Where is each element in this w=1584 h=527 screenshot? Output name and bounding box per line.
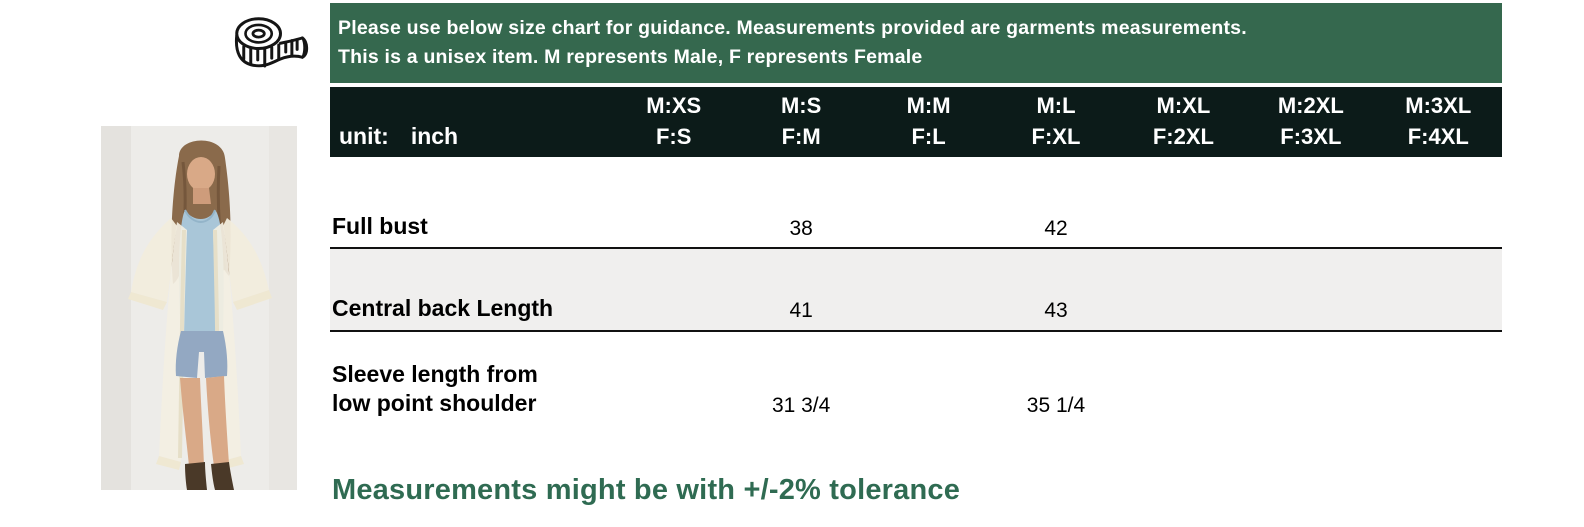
row-label: Central back Length <box>332 295 554 321</box>
size-col-xl: M:XL F:2XL <box>1120 87 1247 157</box>
table-row-full-bust: Full bust 38 42 <box>330 157 1502 249</box>
size-female-label: F:M <box>781 124 821 149</box>
row-label: Sleeve length from low point shoulder <box>330 360 610 418</box>
size-male-label: M:L <box>1036 93 1076 118</box>
size-col-m: M:M F:L <box>865 87 992 157</box>
size-male-label: M:S <box>780 93 822 118</box>
product-photo <box>101 126 297 490</box>
size-female-label: F:S <box>655 124 692 149</box>
size-col-l: M:L F:XL <box>992 87 1119 157</box>
size-col-s: M:S F:M <box>737 87 864 157</box>
cell-value: 41 <box>789 299 813 322</box>
size-col-xs: M:XS F:S <box>610 87 737 157</box>
model-illustration <box>128 140 272 490</box>
size-male-label: M:3XL <box>1405 93 1472 118</box>
row-label: Full bust <box>332 213 428 239</box>
banner-line1: Please use below size chart for guidance… <box>338 17 1247 39</box>
banner-line2: This is a unisex item. M represents Male… <box>338 46 923 68</box>
cell-value: 31 3/4 <box>771 394 831 417</box>
row-label-line2: low point shoulder <box>332 390 537 416</box>
cell-value: 38 <box>789 217 813 240</box>
cell-value: 43 <box>1044 299 1068 322</box>
size-col-3xl: M:3XL F:4XL <box>1375 87 1502 157</box>
unit-value: inch <box>410 123 459 149</box>
table-row-sleeve-length: Sleeve length from low point shoulder 31… <box>330 350 1502 422</box>
size-female-label: F:2XL <box>1152 124 1214 149</box>
table-row-central-back-length: Central back Length 41 43 <box>330 249 1502 332</box>
size-header-row: unit: inch M:XS F:S M:S F:M M:M F:L M:L … <box>330 87 1502 157</box>
tolerance-note: Measurements might be with +/-2% toleran… <box>332 474 961 506</box>
cell-value: 35 1/4 <box>1026 394 1086 417</box>
guidance-banner: Please use below size chart for guidance… <box>330 3 1502 83</box>
size-female-label: F:3XL <box>1280 124 1342 149</box>
unit-label: unit: <box>339 123 389 149</box>
size-male-label: M:XL <box>1156 93 1211 118</box>
row-label-line1: Sleeve length from <box>332 361 538 387</box>
size-female-label: F:XL <box>1031 124 1081 149</box>
unit-cell: unit: inch <box>330 87 610 157</box>
size-female-label: F:4XL <box>1407 124 1469 149</box>
cell-value: 42 <box>1044 217 1068 240</box>
tape-measure-icon <box>234 17 309 68</box>
size-female-label: F:L <box>911 124 946 149</box>
size-male-label: M:M <box>906 93 951 118</box>
size-male-label: M:XS <box>646 93 702 118</box>
size-male-label: M:2XL <box>1277 93 1344 118</box>
size-col-2xl: M:2XL F:3XL <box>1247 87 1374 157</box>
